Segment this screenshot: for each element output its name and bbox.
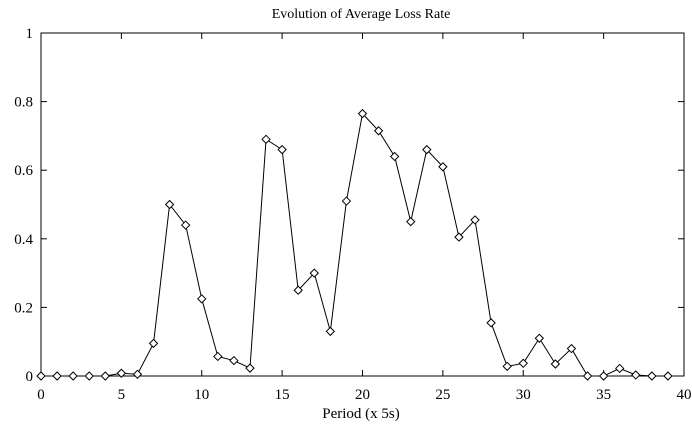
tick-labels: 0 5 10 15 20 25 30 35 40 0 0.2 0.4 0.6 0.8 1	[14, 26, 691, 403]
x-tick-label: 35	[596, 387, 611, 403]
y-tick-label: 0.2	[14, 300, 33, 316]
data-point	[631, 370, 641, 380]
data-point	[148, 338, 159, 349]
x-axis-label: Period (x 5s)	[322, 406, 400, 422]
x-tick-label: 10	[194, 387, 209, 403]
data-point	[454, 232, 464, 242]
y-tick-label: 1	[26, 26, 34, 42]
data-point	[534, 333, 545, 343]
data-point	[341, 196, 352, 206]
data-point	[357, 108, 368, 119]
data-point	[261, 134, 271, 145]
data-point	[566, 343, 577, 354]
data-point	[598, 371, 609, 381]
data-point	[663, 371, 673, 381]
tick-marks	[40, 32, 685, 377]
data-point	[229, 355, 239, 366]
data-point-markers	[36, 108, 673, 381]
x-tick-label: 20	[355, 387, 370, 403]
data-point	[100, 371, 111, 381]
y-tick-label: 0.8	[14, 95, 33, 111]
data-point	[582, 371, 593, 381]
plot-frame	[40, 32, 685, 377]
data-point	[164, 199, 175, 210]
data-point	[422, 144, 432, 155]
y-tick-label: 0	[26, 369, 34, 385]
chart-title: Evolution of Average Loss Rate	[272, 7, 451, 22]
data-point	[325, 326, 336, 337]
data-point	[245, 363, 255, 373]
data-point	[68, 371, 78, 381]
data-point	[36, 371, 46, 381]
data-point	[180, 220, 191, 230]
data-point	[277, 144, 287, 155]
x-tick-label: 25	[435, 387, 450, 403]
data-point	[197, 294, 207, 304]
y-tick-label: 0.4	[14, 232, 33, 248]
data-point	[116, 368, 127, 378]
y-tick-label: 0.6	[14, 163, 33, 179]
data-point	[518, 358, 528, 369]
data-point	[647, 371, 657, 381]
data-point	[550, 359, 561, 369]
data-point	[406, 216, 416, 227]
data-point	[84, 371, 94, 381]
data-point	[438, 162, 448, 172]
data-point	[373, 126, 384, 136]
loss-rate-line	[41, 112, 668, 377]
data-point	[213, 351, 223, 362]
data-point	[132, 369, 143, 379]
x-tick-label: 0	[37, 387, 45, 403]
data-point	[309, 268, 319, 278]
data-point	[389, 151, 400, 162]
x-tick-label: 5	[118, 387, 126, 403]
data-point	[52, 371, 62, 381]
x-tick-label: 40	[677, 387, 692, 403]
x-tick-label: 15	[275, 387, 290, 403]
data-point	[293, 285, 303, 295]
data-point	[470, 215, 480, 225]
x-tick-label: 30	[516, 387, 531, 403]
data-point	[502, 361, 512, 372]
data-point	[614, 363, 625, 374]
data-point	[486, 318, 496, 328]
